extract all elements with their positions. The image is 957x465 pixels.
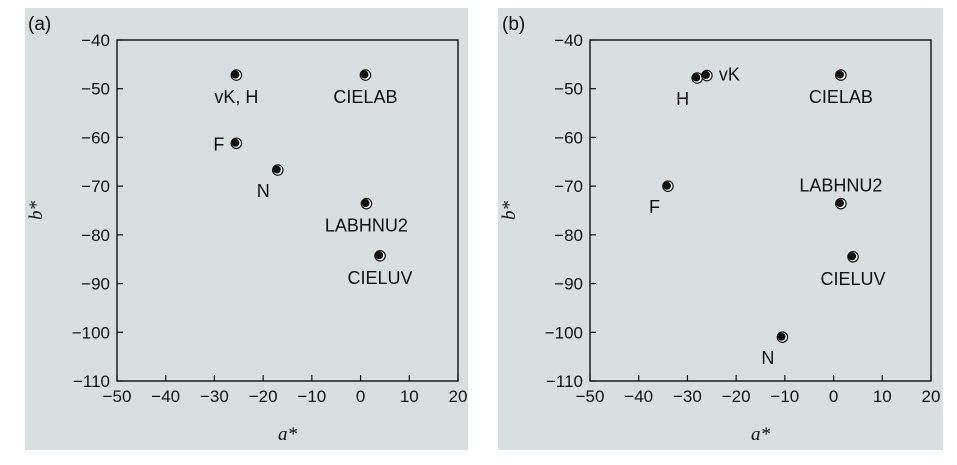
- y-tick-label: −110: [73, 372, 110, 391]
- data-point-label: F: [213, 134, 224, 154]
- y-tick-label: −50: [81, 80, 110, 99]
- x-axis-label: a*: [751, 424, 771, 445]
- x-tick-label: −20: [722, 387, 751, 406]
- data-point-fill: [375, 251, 384, 260]
- y-tick-label: −60: [554, 128, 583, 147]
- data-point-fill: [361, 199, 370, 208]
- data-point-fill: [848, 252, 857, 261]
- x-tick-label: −10: [770, 387, 799, 406]
- x-tick-label: −10: [297, 387, 326, 406]
- data-point-fill: [835, 70, 844, 79]
- data-point-fill: [231, 138, 240, 147]
- x-tick-label: −40: [151, 387, 180, 406]
- x-tick-label: 10: [873, 387, 892, 406]
- x-tick-label: −50: [103, 387, 132, 406]
- x-tick-label: 0: [829, 387, 838, 406]
- x-tick-label: −20: [249, 387, 278, 406]
- y-tick-label: −100: [545, 323, 583, 342]
- data-point-fill: [272, 165, 281, 174]
- chart-panel-a: (a)−50 −40 −30 −20 −10 0 10 20−40−50−60−70−80−9…: [25, 8, 468, 450]
- y-tick-label: −40: [81, 31, 110, 50]
- chart-panel-b: (b)−50 −40 −30 −20 −10 0 10 20−40−50−60−70−80−9…: [498, 8, 943, 450]
- data-point-fill: [835, 199, 844, 208]
- data-point-label: N: [257, 181, 270, 201]
- y-tick-label: −40: [554, 31, 583, 50]
- plot-area-frame: [589, 39, 932, 382]
- data-point-fill: [702, 71, 711, 80]
- data-point-label: N: [761, 348, 774, 368]
- data-point-label: vK, H: [214, 87, 258, 107]
- x-tick-label: 10: [400, 387, 419, 406]
- data-point-label: CIELAB: [809, 87, 873, 107]
- panel-background: [498, 8, 943, 450]
- y-tick-label: −60: [81, 128, 110, 147]
- panel-background: [25, 8, 468, 450]
- x-tick-label: −30: [200, 387, 229, 406]
- panel-label: (b): [502, 14, 525, 35]
- x-tick-label: −30: [673, 387, 702, 406]
- data-point-label: LABHNU2: [799, 176, 882, 196]
- x-tick-label: −40: [624, 387, 653, 406]
- data-point-label: CIELUV: [348, 268, 413, 288]
- y-tick-label: −50: [554, 80, 583, 99]
- y-tick-label: −80: [81, 226, 110, 245]
- data-point-fill: [777, 332, 786, 341]
- y-axis-label: b*: [499, 201, 520, 221]
- y-tick-label: −70: [81, 177, 110, 196]
- y-tick-label: −100: [72, 323, 110, 342]
- x-tick-label: −50: [576, 387, 605, 406]
- panel-label: (a): [28, 14, 51, 35]
- data-point-label: F: [649, 197, 660, 217]
- y-tick-label: −90: [81, 275, 110, 294]
- x-tick-label: 20: [449, 387, 468, 406]
- x-tick-label: 20: [922, 387, 941, 406]
- y-tick-label: −80: [554, 226, 583, 245]
- y-tick-label: −110: [546, 372, 583, 391]
- data-point-fill: [663, 181, 672, 190]
- data-point-fill: [692, 73, 701, 82]
- y-tick-label: −90: [554, 275, 583, 294]
- data-point-fill: [231, 70, 240, 79]
- x-tick-label: 0: [356, 387, 365, 406]
- y-axis-label: b*: [26, 201, 47, 221]
- data-point-fill: [360, 70, 369, 79]
- data-point-label: CIELAB: [333, 87, 397, 107]
- y-tick-label: −70: [554, 177, 583, 196]
- plot-area-frame: [116, 39, 459, 382]
- data-point-label: vK: [719, 65, 740, 85]
- data-point-label: H: [676, 89, 689, 109]
- x-axis-label: a*: [278, 424, 298, 445]
- data-point-label: LABHNU2: [325, 216, 408, 236]
- data-point-label: CIELUV: [821, 269, 886, 289]
